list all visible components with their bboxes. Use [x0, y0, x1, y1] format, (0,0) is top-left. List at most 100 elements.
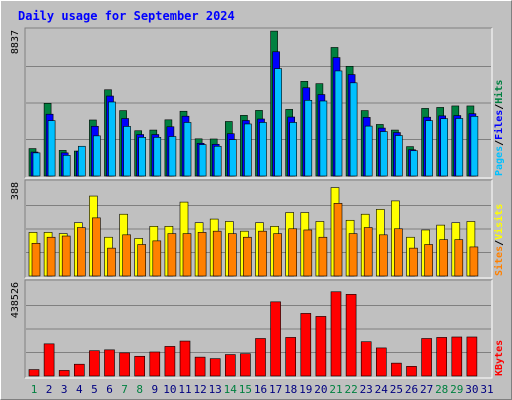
- x-tick-label-day-20: 20: [314, 383, 327, 396]
- bar-pages-day-18: [289, 122, 298, 177]
- bar-kbytes-day-3: [58, 370, 70, 377]
- bar-sites-day-21: [333, 203, 343, 277]
- bar-sites-day-3: [61, 235, 71, 277]
- bar-pages-day-20: [319, 100, 328, 177]
- bar-kbytes-day-15: [240, 353, 251, 377]
- bar-kbytes-day-14: [225, 354, 236, 377]
- bar-kbytes-day-22: [345, 294, 357, 377]
- bar-pages-day-15: [244, 123, 252, 177]
- bar-pages-day-6: [108, 101, 116, 177]
- bar-kbytes-day-24: [375, 347, 387, 377]
- bar-pages-day-24: [379, 131, 388, 177]
- x-tick-label-day-4: 4: [76, 383, 83, 396]
- panel-bevel-light: [25, 28, 493, 179]
- bar-sites-day-6: [107, 247, 116, 277]
- bar-kbytes-day-9: [149, 351, 161, 377]
- y-max-label: 388: [10, 182, 21, 200]
- x-tick-label-day-9: 9: [151, 383, 158, 396]
- bar-pages-day-28: [440, 118, 449, 177]
- legend-separator: /: [494, 104, 505, 110]
- bar-sites-day-28: [439, 239, 449, 277]
- y-max-label: 438526: [10, 282, 21, 318]
- legend-separator: /: [494, 140, 505, 146]
- bar-pages-day-25: [395, 135, 403, 177]
- bar-sites-day-20: [318, 236, 328, 277]
- bar-kbytes-day-11: [179, 340, 191, 377]
- legend-files: Files: [493, 110, 505, 140]
- legend: KBytes: [494, 340, 505, 376]
- bar-kbytes-day-30: [466, 336, 478, 377]
- bar-kbytes-day-25: [391, 362, 402, 377]
- x-tick-label-day-2: 2: [46, 383, 53, 396]
- bar-sites-day-10: [167, 233, 177, 277]
- x-tick-label-day-5: 5: [91, 383, 98, 396]
- bar-sites-day-17: [273, 233, 282, 277]
- x-tick-label-day-3: 3: [61, 383, 68, 396]
- x-tick-label-day-21: 21: [329, 383, 342, 396]
- x-tick-label-day-23: 23: [360, 383, 373, 396]
- bar-sites-day-24: [378, 234, 388, 277]
- bar-sites-day-19: [303, 229, 313, 277]
- bar-pages-day-27: [425, 120, 433, 177]
- bar-pages-day-9: [153, 137, 162, 177]
- bar-pages-day-26: [410, 150, 418, 177]
- panel-kbytes: 438526 KBytes: [10, 279, 505, 379]
- x-tick-label-day-11: 11: [178, 383, 191, 396]
- legend-hits: Hits: [493, 80, 505, 104]
- bar-sites-day-16: [258, 230, 267, 277]
- bar-sites-day-13: [212, 230, 222, 277]
- x-tick-label-day-31: 31: [480, 383, 493, 396]
- bar-pages-day-5: [93, 135, 101, 177]
- bar-sites-day-14: [228, 233, 237, 277]
- bar-kbytes-day-27: [421, 338, 432, 377]
- bar-sites-day-15: [243, 236, 252, 277]
- bar-kbytes-day-21: [330, 291, 342, 377]
- bar-kbytes-day-26: [406, 366, 417, 377]
- bar-sites-day-30: [469, 246, 479, 277]
- bar-kbytes-day-20: [315, 316, 327, 377]
- bar-kbytes-day-8: [134, 355, 145, 377]
- panel-bevel-dark: [24, 279, 492, 378]
- bar-kbytes-day-2: [43, 343, 55, 377]
- x-tick-label-day-15: 15: [239, 383, 252, 396]
- bar-pages-day-17: [274, 68, 282, 177]
- bar-sites-day-8: [137, 244, 146, 277]
- bar-sites-day-7: [122, 234, 131, 277]
- x-tick-label-day-18: 18: [284, 383, 297, 396]
- legend: Sites/Visits: [493, 204, 505, 276]
- bar-pages-day-21: [334, 70, 343, 177]
- bar-sites-day-5: [92, 217, 101, 277]
- bar-sites-day-1: [31, 242, 41, 277]
- bar-kbytes-day-5: [89, 350, 100, 377]
- x-tick-label-day-10: 10: [163, 383, 176, 396]
- x-tick-label-day-6: 6: [106, 383, 113, 396]
- legend-kbytes: KBytes: [494, 340, 505, 376]
- bar-kbytes-day-29: [451, 336, 463, 377]
- legend-separator: /: [494, 240, 505, 246]
- x-tick-label-day-13: 13: [209, 383, 222, 396]
- legend-visits: Visits: [493, 204, 505, 240]
- x-tick-label-day-16: 16: [254, 383, 267, 396]
- x-tick-label-day-19: 19: [299, 383, 312, 396]
- bar-sites-day-4: [77, 227, 86, 277]
- x-tick-label-day-8: 8: [136, 383, 143, 396]
- bar-pages-day-13: [213, 145, 222, 177]
- bar-pages-day-30: [470, 116, 479, 177]
- panel-bevel-dark: [24, 179, 492, 278]
- bar-sites-day-9: [152, 240, 162, 277]
- bar-pages-day-8: [138, 137, 146, 177]
- bar-sites-day-22: [348, 233, 358, 277]
- x-tick-label-day-25: 25: [390, 383, 403, 396]
- bar-sites-day-25: [394, 228, 403, 277]
- bar-pages-day-16: [259, 122, 267, 177]
- bar-kbytes-day-13: [209, 358, 221, 377]
- panel-bevel-dark: [24, 27, 492, 178]
- bar-sites-day-29: [454, 239, 464, 277]
- bar-kbytes-day-4: [74, 363, 85, 377]
- x-tick-label-day-27: 27: [420, 383, 433, 396]
- bar-pages-day-29: [455, 118, 464, 177]
- bar-sites-day-11: [182, 233, 192, 277]
- y-max-label: 8837: [10, 30, 21, 54]
